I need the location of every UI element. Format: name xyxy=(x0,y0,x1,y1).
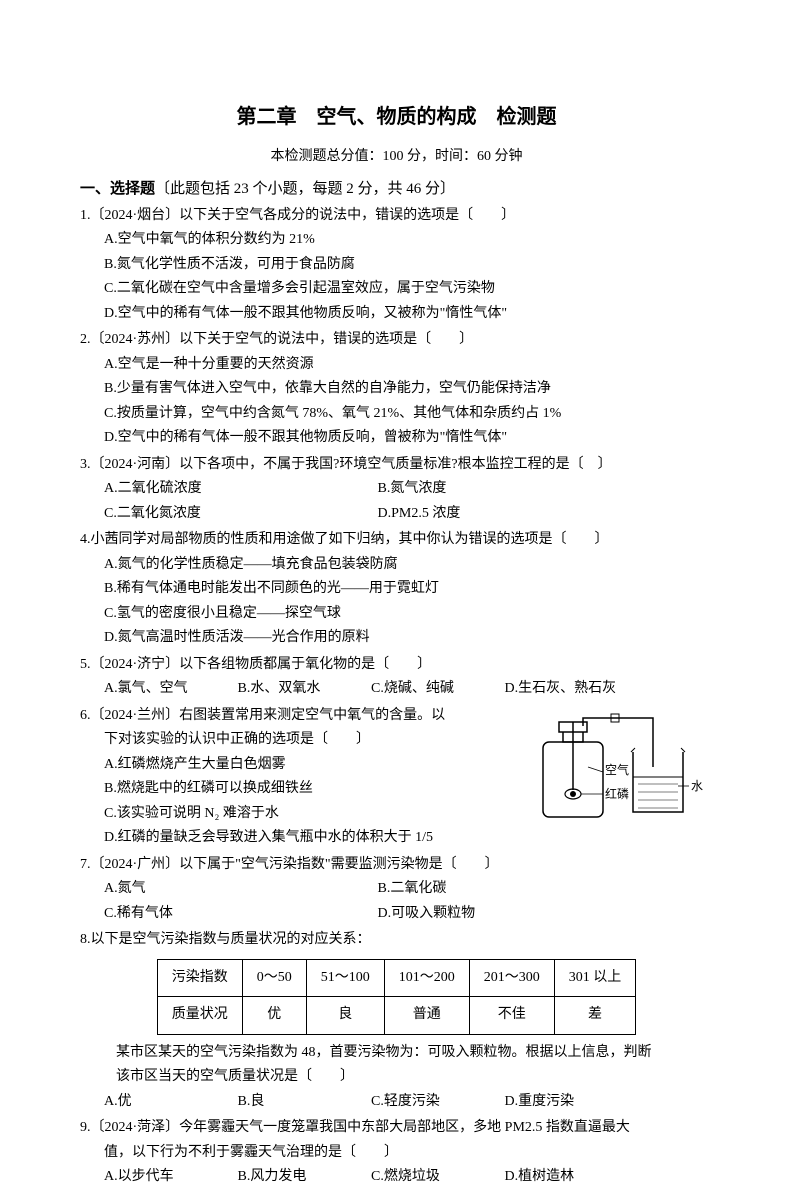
q3-opt-b: B.氮气浓度 xyxy=(378,477,648,502)
cell: 301 以上 xyxy=(554,959,636,997)
question-8: 8.以下是空气污染指数与质量状况的对应关系： 污染指数 0～50 51～100 … xyxy=(80,928,713,1114)
cell: 51～100 xyxy=(306,959,384,997)
q7-stem: 7.〔2024·广州〕以下属于"空气污染指数"需要监测污染物是〔 〕 xyxy=(80,853,713,878)
apparatus-diagram: 空气 红磷 水 xyxy=(533,712,713,832)
q9-stem-1: 9.〔2024·菏泽〕今年雾霾天气一度笼罩我国中东部大局部地区，多地 PM2.5… xyxy=(80,1116,713,1141)
q2-opt-c: C.按质量计算，空气中约含氮气 78%、氧气 21%、其他气体和杂质约占 1% xyxy=(80,402,713,427)
q8-opt-a: A.优 xyxy=(104,1090,234,1115)
question-9: 9.〔2024·菏泽〕今年雾霾天气一度笼罩我国中东部大局部地区，多地 PM2.5… xyxy=(80,1116,713,1190)
q6-opt-a: A.红磷燃烧产生大量白色烟雾 xyxy=(80,753,480,778)
q1-opt-a: A.空气中氧气的体积分数约为 21% xyxy=(80,228,713,253)
question-6: 6.〔2024·兰州〕右图装置常用来测定空气中氧气的含量。以 下对该实验的认识中… xyxy=(80,704,713,851)
q5-opt-b: B.水、双氧水 xyxy=(238,677,368,702)
q4-opt-a: A.氮气的化学性质稳定——填充食品包装袋防腐 xyxy=(80,553,713,578)
q1-opt-b: B.氮气化学性质不活泼，可用于食品防腐 xyxy=(80,253,713,278)
q9-opt-c: C.燃烧垃圾 xyxy=(371,1165,501,1190)
q3-opt-d: D.PM2.5 浓度 xyxy=(378,502,648,527)
q5-opt-c: C.烧碱、纯碱 xyxy=(371,677,501,702)
cell: 质量状况 xyxy=(157,997,242,1035)
q9-stem-2: 值，以下行为不利于雾霾天气治理的是〔 〕 xyxy=(80,1141,713,1166)
label-water: 水 xyxy=(691,779,703,793)
q4-opt-d: D.氮气高温时性质活泼——光合作用的原料 xyxy=(80,626,713,651)
cell: 差 xyxy=(554,997,636,1035)
q2-opt-d: D.空气中的稀有气体一般不跟其他物质反响，曾被称为"惰性气体" xyxy=(80,426,713,451)
question-5: 5.〔2024·济宁〕以下各组物质都属于氧化物的是〔 〕 A.氯气、空气 B.水… xyxy=(80,653,713,702)
page-subtitle: 本检测题总分值：100 分，时间：60 分钟 xyxy=(80,145,713,170)
q3-opt-a: A.二氧化硫浓度 xyxy=(104,477,374,502)
q8-opt-c: C.轻度污染 xyxy=(371,1090,501,1115)
cell: 不佳 xyxy=(469,997,554,1035)
q8-stem: 8.以下是空气污染指数与质量状况的对应关系： xyxy=(80,928,713,953)
section-1-rest: 〔此题包括 23 个小题，每题 2 分，共 46 分〕 xyxy=(155,181,455,197)
table-row: 质量状况 优 良 普通 不佳 差 xyxy=(157,997,636,1035)
q5-opt-a: A.氯气、空气 xyxy=(104,677,234,702)
q6-stem-1: 6.〔2024·兰州〕右图装置常用来测定空气中氧气的含量。以 xyxy=(80,704,480,729)
q8-opt-b: B.良 xyxy=(238,1090,368,1115)
cell: 优 xyxy=(242,997,306,1035)
table-row: 污染指数 0～50 51～100 101～200 201～300 301 以上 xyxy=(157,959,636,997)
q6-opt-c: C.该实验可说明 N₂ 难溶于水 xyxy=(80,802,480,827)
q3-opt-c: C.二氧化氮浓度 xyxy=(104,502,374,527)
cell: 101～200 xyxy=(384,959,469,997)
q2-opt-b: B.少量有害气体进入空气中，依靠大自然的自净能力，空气仍能保持洁净 xyxy=(80,377,713,402)
question-4: 4.小茜同学对局部物质的性质和用途做了如下归纳，其中你认为错误的选项是〔 〕 A… xyxy=(80,528,713,651)
question-1: 1.〔2024·烟台〕以下关于空气各成分的说法中，错误的选项是〔 〕 A.空气中… xyxy=(80,204,713,327)
q5-stem: 5.〔2024·济宁〕以下各组物质都属于氧化物的是〔 〕 xyxy=(80,653,713,678)
page-title: 第二章 空气、物质的构成 检测题 xyxy=(80,100,713,135)
cell: 普通 xyxy=(384,997,469,1035)
q6-stem-2: 下对该实验的认识中正确的选项是〔 〕 xyxy=(80,728,480,753)
q5-opt-d: D.生石灰、熟石灰 xyxy=(505,677,635,702)
q4-opt-b: B.稀有气体通电时能发出不同颜色的光——用于霓虹灯 xyxy=(80,577,713,602)
q4-opt-c: C.氢气的密度很小且稳定——探空气球 xyxy=(80,602,713,627)
cell: 0～50 xyxy=(242,959,306,997)
question-3: 3.〔2024·河南〕以下各项中，不属于我国?环境空气质量标准?根本监控工程的是… xyxy=(80,453,713,527)
q2-opt-a: A.空气是一种十分重要的天然资源 xyxy=(80,353,713,378)
q8-para2: 该市区当天的空气质量状况是〔 〕 xyxy=(80,1065,713,1090)
q1-opt-d: D.空气中的稀有气体一般不跟其他物质反响，又被称为"惰性气体" xyxy=(80,302,713,327)
q7-opt-c: C.稀有气体 xyxy=(104,902,374,927)
q8-opt-d: D.重度污染 xyxy=(505,1090,635,1115)
q7-opt-d: D.可吸入颗粒物 xyxy=(378,902,648,927)
label-air: 空气 xyxy=(605,762,629,777)
cell: 污染指数 xyxy=(157,959,242,997)
q8-para1: 某市区某天的空气污染指数为 48，首要污染物为：可吸入颗粒物。根据以上信息，判断 xyxy=(80,1041,713,1066)
label-phos: 红磷 xyxy=(605,786,629,801)
q6-opt-b: B.燃烧匙中的红磷可以换成细铁丝 xyxy=(80,777,480,802)
q2-stem: 2.〔2024·苏州〕以下关于空气的说法中，错误的选项是〔 〕 xyxy=(80,328,713,353)
q1-opt-c: C.二氧化碳在空气中含量增多会引起温室效应，属于空气污染物 xyxy=(80,277,713,302)
section-1-heading: 一、选择题〔此题包括 23 个小题，每题 2 分，共 46 分〕 xyxy=(80,176,713,202)
question-2: 2.〔2024·苏州〕以下关于空气的说法中，错误的选项是〔 〕 A.空气是一种十… xyxy=(80,328,713,451)
q1-stem: 1.〔2024·烟台〕以下关于空气各成分的说法中，错误的选项是〔 〕 xyxy=(80,204,713,229)
q4-stem: 4.小茜同学对局部物质的性质和用途做了如下归纳，其中你认为错误的选项是〔 〕 xyxy=(80,528,713,553)
q9-opt-d: D.植树造林 xyxy=(505,1165,635,1190)
q7-opt-a: A.氮气 xyxy=(104,877,374,902)
q3-stem: 3.〔2024·河南〕以下各项中，不属于我国?环境空气质量标准?根本监控工程的是… xyxy=(80,453,713,478)
q7-opt-b: B.二氧化碳 xyxy=(378,877,648,902)
q9-opt-b: B.风力发电 xyxy=(238,1165,368,1190)
pollution-table: 污染指数 0～50 51～100 101～200 201～300 301 以上 … xyxy=(157,959,637,1035)
question-7: 7.〔2024·广州〕以下属于"空气污染指数"需要监测污染物是〔 〕 A.氮气 … xyxy=(80,853,713,927)
q9-opt-a: A.以步代车 xyxy=(104,1165,234,1190)
cell: 201～300 xyxy=(469,959,554,997)
cell: 良 xyxy=(306,997,384,1035)
section-1-bold: 一、选择题 xyxy=(80,181,155,197)
